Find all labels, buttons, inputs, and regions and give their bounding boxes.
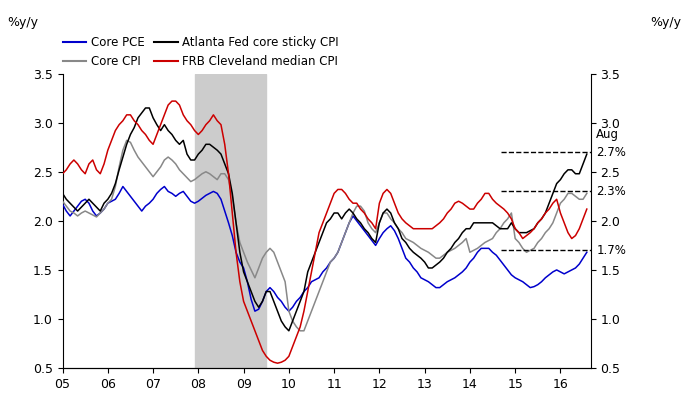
Text: 2.7%: 2.7% xyxy=(596,146,626,159)
Text: Aug: Aug xyxy=(596,128,619,141)
Bar xyxy=(195,74,266,368)
Legend: Core PCE, Core CPI, Atlanta Fed core sticky CPI, FRB Cleveland median CPI: Core PCE, Core CPI, Atlanta Fed core sti… xyxy=(63,36,339,68)
Text: %y/y: %y/y xyxy=(650,16,681,29)
Text: 2.3%: 2.3% xyxy=(596,185,626,198)
Text: 1.7%: 1.7% xyxy=(596,244,626,257)
Text: %y/y: %y/y xyxy=(7,16,38,29)
